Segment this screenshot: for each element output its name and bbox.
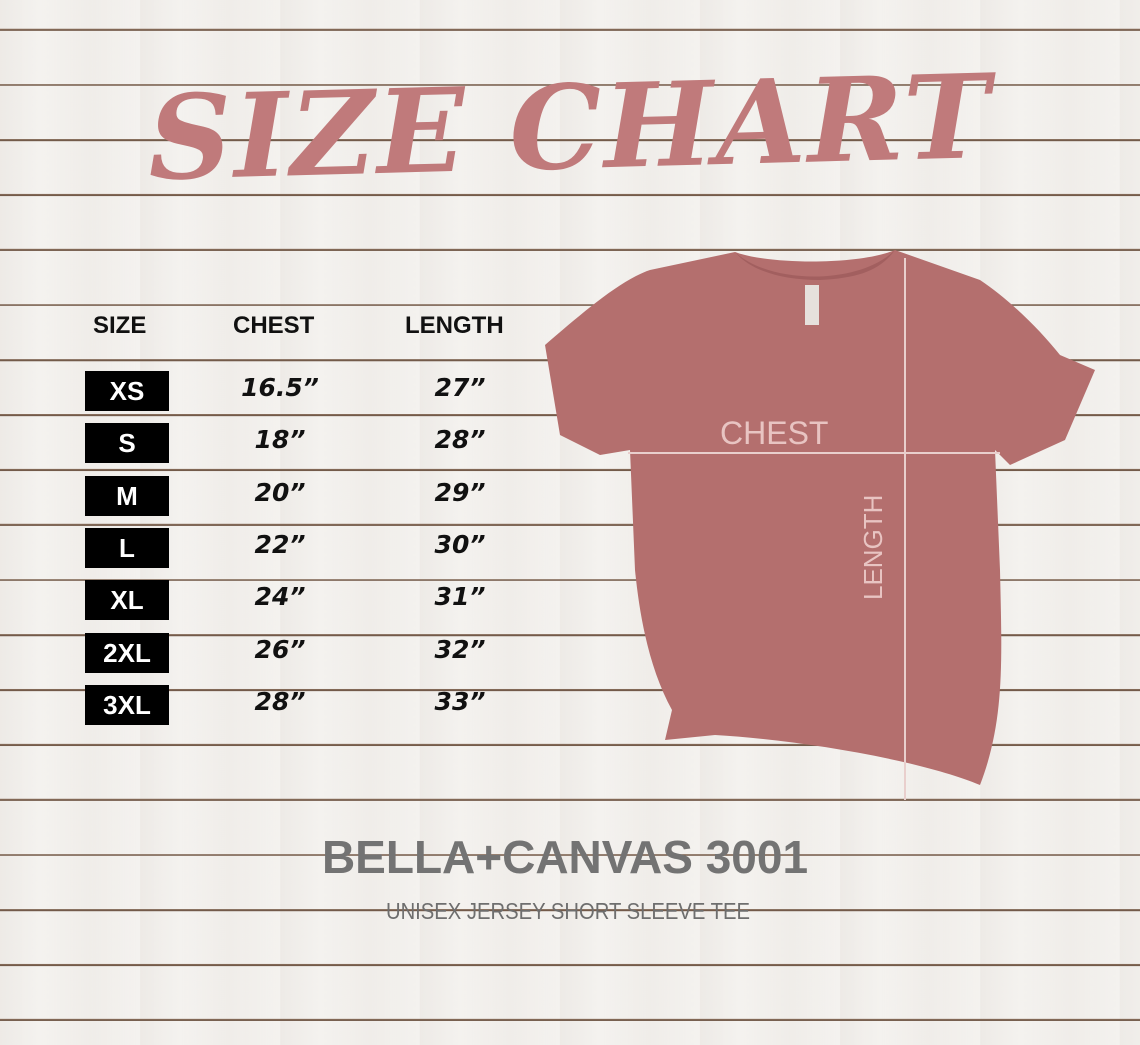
header-length: LENGTH <box>405 312 504 339</box>
size-badge: M <box>85 475 169 516</box>
length-label: LENGTH <box>858 494 888 600</box>
table-row: M 20” 29” <box>85 475 545 516</box>
chest-value: 16.5” <box>241 373 319 402</box>
size-badge: XS <box>85 371 169 411</box>
header-chest: CHEST <box>233 312 315 339</box>
table-row: 2XL 26” 32” <box>85 632 545 673</box>
chest-value: 28” <box>254 686 306 716</box>
product-subtitle: UNISEX JERSEY SHORT SLEEVE TEE <box>385 898 751 924</box>
tshirt-image <box>540 240 1100 805</box>
size-badge: L <box>85 527 169 568</box>
chest-value: 22” <box>254 529 306 559</box>
brand-name: BELLA+CANVAS 3001 <box>321 831 809 883</box>
page-title: SIZE CHART <box>146 48 994 208</box>
chest-value: 24” <box>254 582 306 612</box>
size-badge: XL <box>85 580 169 621</box>
chest-value: 20” <box>254 477 306 507</box>
chest-value: 26” <box>254 634 306 664</box>
length-value: 29” <box>434 477 486 507</box>
size-badge: S <box>85 423 169 464</box>
table-row: 3XL 28” 33” <box>85 684 545 725</box>
chest-value: 18” <box>254 425 306 455</box>
length-value: 27” <box>434 373 486 402</box>
length-value: 33” <box>434 686 486 716</box>
table-row: L 22” 30” <box>85 527 545 568</box>
table-row: XL 24” 31” <box>85 580 545 621</box>
chest-label: CHEST <box>720 415 829 451</box>
size-badge: 3XL <box>85 684 169 725</box>
length-value: 31” <box>434 582 486 612</box>
table-row: XS 16.5” 27” <box>85 371 545 411</box>
length-value: 32” <box>434 634 486 664</box>
table-row: S 18” 28” <box>85 423 545 464</box>
size-badge: 2XL <box>85 632 169 673</box>
header-size: SIZE <box>93 312 147 339</box>
length-value: 28” <box>434 425 486 455</box>
length-value: 30” <box>434 529 486 559</box>
